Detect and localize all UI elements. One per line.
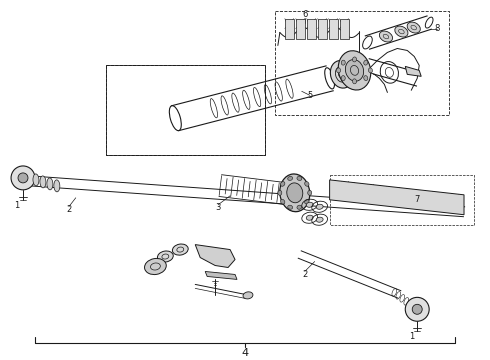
Ellipse shape (316, 204, 323, 209)
Text: 3: 3 (216, 203, 221, 212)
Ellipse shape (278, 190, 282, 195)
Ellipse shape (305, 199, 309, 204)
Ellipse shape (47, 178, 53, 190)
Bar (296, 19, 305, 39)
Text: 8: 8 (435, 24, 440, 33)
Ellipse shape (341, 76, 345, 81)
Ellipse shape (341, 60, 345, 65)
Ellipse shape (308, 190, 312, 195)
Ellipse shape (280, 199, 285, 204)
Circle shape (11, 166, 35, 190)
Circle shape (18, 173, 28, 183)
Ellipse shape (297, 176, 302, 180)
Ellipse shape (368, 68, 372, 73)
Ellipse shape (280, 174, 310, 212)
Text: 1: 1 (14, 201, 20, 210)
Text: 7: 7 (415, 195, 420, 204)
Ellipse shape (297, 205, 302, 209)
Ellipse shape (54, 180, 60, 192)
Ellipse shape (172, 244, 188, 255)
Ellipse shape (288, 176, 293, 180)
Text: 1: 1 (409, 332, 414, 341)
Text: 5: 5 (307, 91, 312, 100)
Ellipse shape (379, 31, 392, 42)
Circle shape (405, 297, 429, 321)
Polygon shape (195, 244, 235, 267)
Bar (340, 19, 348, 39)
Ellipse shape (287, 183, 303, 203)
Ellipse shape (280, 181, 285, 186)
Ellipse shape (364, 76, 368, 81)
Ellipse shape (306, 202, 313, 207)
Ellipse shape (364, 60, 368, 65)
Ellipse shape (305, 181, 309, 186)
Circle shape (412, 304, 422, 314)
Ellipse shape (243, 292, 253, 299)
Bar (307, 19, 316, 39)
Ellipse shape (330, 60, 353, 88)
Ellipse shape (145, 258, 166, 275)
Ellipse shape (337, 68, 341, 73)
Ellipse shape (306, 215, 313, 220)
Bar (285, 19, 294, 39)
Polygon shape (330, 180, 464, 215)
Text: 6: 6 (302, 10, 307, 19)
Ellipse shape (395, 26, 408, 37)
Ellipse shape (352, 57, 357, 62)
Text: 2: 2 (66, 205, 72, 214)
Bar (329, 19, 338, 39)
Ellipse shape (40, 176, 46, 188)
Polygon shape (405, 66, 421, 76)
Ellipse shape (157, 251, 173, 262)
Ellipse shape (288, 205, 293, 209)
Polygon shape (205, 271, 237, 279)
Ellipse shape (407, 22, 420, 33)
Ellipse shape (316, 217, 323, 222)
Text: 2: 2 (302, 270, 307, 279)
Ellipse shape (352, 79, 357, 84)
Text: 4: 4 (242, 348, 248, 358)
Ellipse shape (338, 51, 371, 90)
Ellipse shape (345, 59, 364, 81)
Ellipse shape (33, 174, 39, 186)
Bar (318, 19, 327, 39)
